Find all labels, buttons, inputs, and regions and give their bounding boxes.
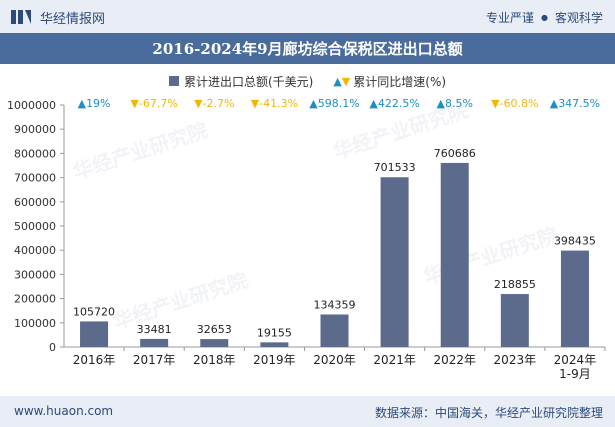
x-tick-label: 2021年 (373, 353, 416, 367)
legend-arrow-down-icon: ▼ (341, 74, 351, 88)
title-bar: 2016-2024年9月廊坊综合保税区进出口总额 (0, 33, 615, 64)
x-tick-label: 2024年 (554, 353, 597, 367)
x-tick-label: 2020年 (313, 353, 356, 367)
bar (500, 294, 529, 347)
brand[interactable]: 华经情报网 (10, 6, 105, 28)
growth-label: ▼-2.7% (194, 97, 234, 110)
top-header-bar: 华经情报网 专业严谨 ● 客观科学 (0, 0, 615, 33)
growth-label: ▲598.1% (309, 97, 359, 110)
growth-label: ▲422.5% (369, 97, 419, 110)
x-tick-label: 1-9月 (559, 367, 591, 381)
bar (560, 250, 589, 347)
footer-bar: www.huaon.com 数据来源：中国海关，华经产业研究院整理 (0, 396, 615, 427)
growth-value: 19% (86, 97, 110, 110)
growth-value: 598.1% (318, 97, 360, 110)
growth-label: ▲8.5% (437, 97, 473, 110)
x-tick-label: 2018年 (193, 353, 236, 367)
brand-logo-icon (11, 10, 31, 24)
tagline-right: 客观科学 (554, 10, 603, 25)
x-tick-label: 2019年 (253, 353, 296, 367)
bar-value-label: 760686 (434, 147, 476, 160)
bar-value-label: 398435 (554, 235, 596, 248)
growth-down-arrow-icon: ▼ (194, 97, 203, 110)
growth-up-arrow-icon: ▲ (78, 97, 87, 110)
legend-label-total: 累计进出口总额(千美元) (183, 74, 314, 89)
y-tick-label: 600000 (14, 196, 56, 209)
y-tick-label: 700000 (14, 172, 56, 185)
footer-url-link[interactable]: www.huaon.com (14, 404, 114, 418)
growth-up-arrow-icon: ▲ (369, 97, 378, 110)
x-tick-label: 2022年 (433, 353, 476, 367)
y-tick-label: 200000 (14, 293, 56, 306)
footer-source: 数据来源：中国海关，华经产业研究院整理 (374, 406, 603, 420)
bar-value-label: 33481 (137, 323, 172, 336)
tagline-separator: ● (541, 12, 548, 22)
bar-value-label: 701533 (374, 161, 416, 174)
legend-item-total[interactable]: 累计进出口总额(千美元) (168, 73, 314, 90)
growth-label: ▼-67.7% (130, 97, 177, 110)
brand-name: 华经情报网 (40, 11, 106, 27)
growth-down-arrow-icon: ▼ (491, 97, 500, 110)
legend-item-growth[interactable]: ▲▼ 累计同比增速(%) (333, 73, 446, 90)
legend-arrow-up-icon: ▲ (333, 74, 342, 88)
y-tick-label: 500000 (14, 220, 56, 233)
tagline: 专业严谨 ● 客观科学 (486, 6, 603, 28)
bar-value-label: 32653 (197, 323, 232, 336)
bar (260, 342, 289, 347)
bar-value-label: 19155 (257, 326, 292, 339)
growth-label: ▼-60.8% (491, 97, 538, 110)
growth-down-arrow-icon: ▼ (251, 97, 260, 110)
growth-up-arrow-icon: ▲ (550, 97, 559, 110)
y-tick-label: 800000 (14, 147, 56, 160)
legend-arrows-icon: ▲▼ (333, 75, 350, 88)
tagline-left: 专业严谨 (485, 10, 534, 25)
chart-title: 2016-2024年9月廊坊综合保税区进出口总额 (152, 40, 463, 58)
bar (80, 321, 109, 347)
bar (440, 162, 469, 347)
y-tick-label: 900000 (14, 123, 56, 136)
chart-legend: 累计进出口总额(千美元) ▲▼ 累计同比增速(%) (0, 71, 615, 91)
bar-value-label: 218855 (494, 278, 536, 291)
x-tick-label: 2017年 (133, 353, 176, 367)
legend-bar-swatch-icon (168, 76, 179, 86)
bar-chart: 0 100000 200000 300000 400000 500000 600000 700… (7, 97, 606, 381)
growth-value: -2.7% (203, 97, 235, 110)
growth-value: 422.5% (378, 97, 420, 110)
growth-label: ▲19% (78, 97, 111, 110)
y-tick-label: 400000 (14, 244, 56, 257)
growth-up-arrow-icon: ▲ (437, 97, 446, 110)
growth-value: 347.5% (558, 97, 600, 110)
growth-down-arrow-icon: ▼ (130, 97, 139, 110)
growth-value: 8.5% (445, 97, 473, 110)
y-tick-label: 100000 (14, 317, 56, 330)
growth-value: -67.7% (139, 97, 178, 110)
y-tick-label: 0 (49, 341, 56, 354)
bar-value-label: 134359 (314, 298, 356, 311)
bar (320, 314, 349, 347)
x-tick-label: 2023年 (494, 353, 537, 367)
growth-label: ▲347.5% (550, 97, 600, 110)
bar (140, 338, 169, 347)
bar-value-label: 105720 (73, 305, 115, 318)
growth-label: ▼-41.3% (251, 97, 298, 110)
bar (200, 339, 229, 347)
y-tick-label: 1000000 (7, 99, 56, 112)
growth-value: -41.3% (259, 97, 298, 110)
y-tick-label: 300000 (14, 268, 56, 281)
legend-label-growth: 累计同比增速(%) (353, 74, 447, 89)
bar (380, 177, 409, 347)
growth-value: -60.8% (500, 97, 539, 110)
growth-up-arrow-icon: ▲ (309, 97, 318, 110)
x-tick-label: 2016年 (73, 353, 116, 367)
